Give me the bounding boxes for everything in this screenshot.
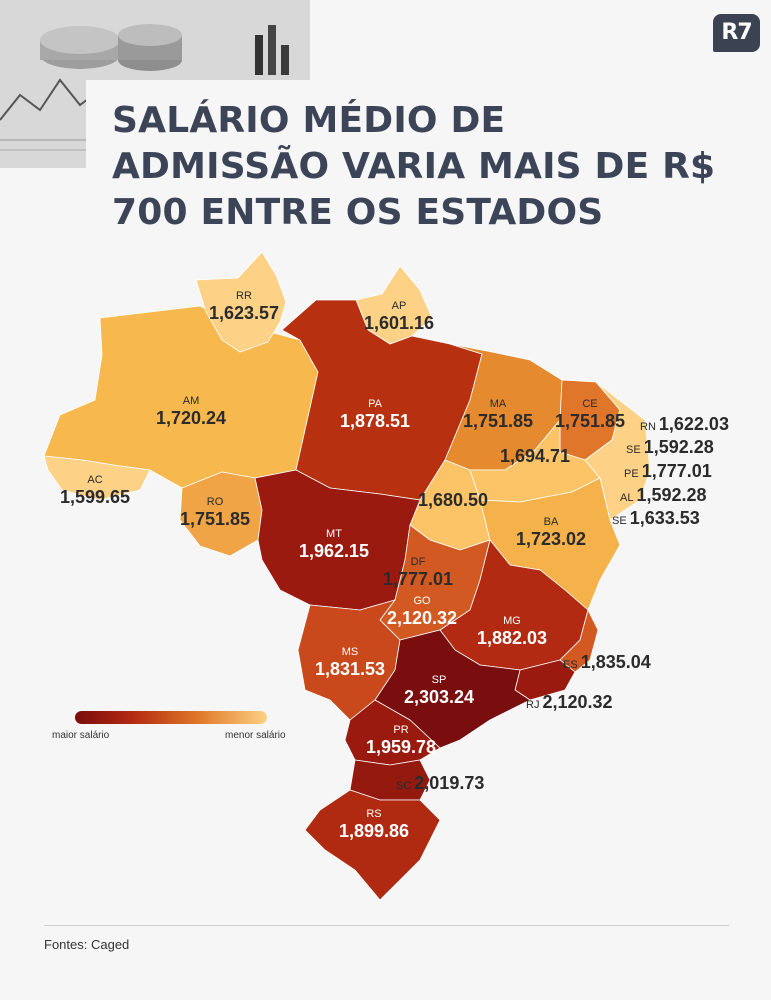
source-note: Fontes: Caged (44, 937, 130, 952)
label-to: 1,680.50 (417, 490, 489, 510)
label-pa: PA 1,878.51 (339, 398, 411, 431)
state-shape-rs (304, 789, 441, 901)
state-shape-ac (43, 455, 151, 501)
label-rr: RR 1,623.57 (208, 290, 280, 323)
label-pe: PE 1,777.01 (624, 461, 712, 481)
label-es: ES 1,835.04 (563, 652, 651, 672)
footer-divider (44, 925, 729, 926)
label-sp: SP 2,303.24 (403, 674, 475, 707)
label-ac: AC 1,599.65 (59, 474, 131, 507)
label-pr: PR 1,959.78 (365, 724, 437, 757)
legend-min-label: menor salário (225, 730, 286, 741)
r7-logo: R7 (713, 14, 760, 52)
legend-max-label: maior salário (52, 730, 110, 741)
label-mg: MG 1,882.03 (476, 615, 548, 648)
label-pi: 1,694.71 (499, 446, 571, 466)
label-se-1: SE 1,592.28 (626, 437, 714, 457)
label-ro: RO 1,751.85 (179, 496, 251, 529)
page-title: SALÁRIO MÉDIO DE ADMISSÃO VARIA MAIS DE … (112, 100, 716, 233)
label-rs: RS 1,899.86 (338, 808, 410, 841)
state-shape-rr (195, 251, 287, 353)
brazil-map (43, 251, 651, 901)
label-df: DF 1,777.01 (382, 556, 454, 589)
label-rn: RN 1,622.03 (640, 414, 729, 434)
legend-gradient (75, 711, 267, 724)
label-al: AL 1,592.28 (620, 485, 707, 505)
label-am: AM 1,720.24 (155, 395, 227, 428)
label-sc: SC 2,019.73 (396, 773, 485, 793)
label-ms: MS 1,831.53 (314, 646, 386, 679)
label-ba: BA 1,723.02 (515, 516, 587, 549)
label-rj: RJ 2,120.32 (526, 692, 613, 712)
label-go: GO 2,120.32 (386, 595, 458, 628)
label-mt: MT 1,962.15 (298, 528, 370, 561)
label-ce: CE 1,751.85 (554, 398, 626, 431)
label-ma: MA 1,751.85 (462, 398, 534, 431)
label-ap: AP 1,601.16 (363, 300, 435, 333)
label-se-2: SE 1,633.53 (612, 508, 700, 528)
title-background (86, 80, 771, 240)
